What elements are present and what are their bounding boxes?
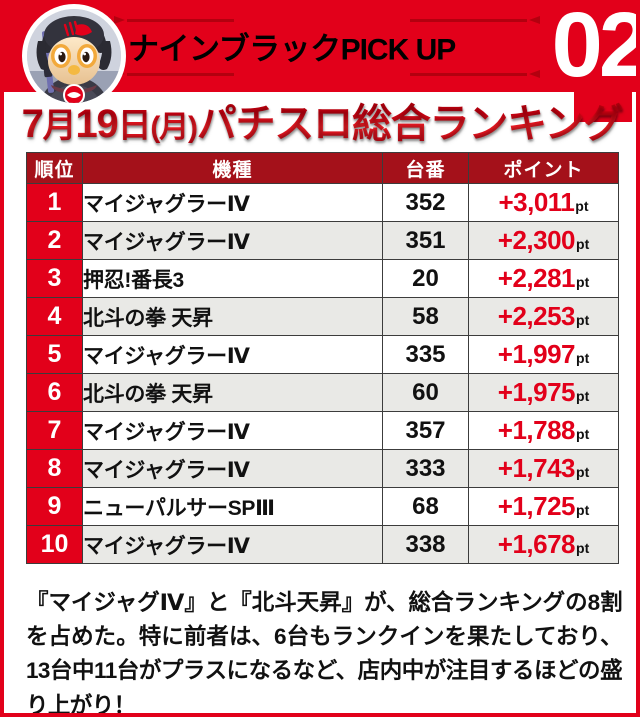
title-month-unit: 月 xyxy=(42,107,77,145)
point-value: +2,253 xyxy=(497,301,576,331)
point-unit: pt xyxy=(576,426,590,442)
cell-rank: 6 xyxy=(26,373,83,412)
table-row: 4 北斗の拳 天昇 58 +2,253pt xyxy=(26,297,619,336)
cell-point: +1,725pt xyxy=(468,487,619,526)
table-header-row: 順位 機種 台番 ポイント xyxy=(26,152,619,184)
point-value: +2,281 xyxy=(497,263,576,293)
cell-machine-number: 352 xyxy=(382,183,469,222)
table-row: 10 マイジャグラーⅣ 338 +1,678pt xyxy=(26,525,619,564)
table-row: 8 マイジャグラーⅣ 333 +1,743pt xyxy=(26,449,619,488)
cell-rank: 7 xyxy=(26,411,83,450)
table-row: 1 マイジャグラーⅣ 352 +3,011pt xyxy=(26,183,619,222)
brand-title-en: PICK UP xyxy=(340,33,457,67)
cell-point: +2,281pt xyxy=(468,259,619,298)
cell-model: 北斗の拳 天昇 xyxy=(82,297,383,336)
cell-machine-number: 58 xyxy=(382,297,469,336)
point-value: +1,743 xyxy=(497,453,576,483)
cell-rank: 4 xyxy=(26,297,83,336)
cell-machine-number: 335 xyxy=(382,335,469,374)
point-unit: pt xyxy=(576,274,590,290)
chevron-decoration-top-left xyxy=(114,16,234,25)
cell-point: +1,975pt xyxy=(468,373,619,412)
chevron-decoration-top-right xyxy=(410,16,540,25)
page-title-text: 7月19日(月)パチスロ総合ランキング xyxy=(21,91,624,149)
cell-machine-number: 68 xyxy=(382,487,469,526)
avatar xyxy=(22,4,126,108)
column-header-machine-no: 台番 xyxy=(382,152,469,184)
point-unit: pt xyxy=(576,312,590,328)
title-day-unit: 日 xyxy=(117,107,152,145)
cell-model: 押忍!番長3 xyxy=(82,259,383,298)
point-unit: pt xyxy=(576,236,590,252)
column-header-point: ポイント xyxy=(468,152,619,184)
page-title: 7月19日(月)パチスロ総合ランキング xyxy=(4,91,636,149)
point-value: +1,788 xyxy=(497,415,576,445)
cell-model: マイジャグラーⅣ xyxy=(82,335,383,374)
cell-rank: 9 xyxy=(26,487,83,526)
cell-machine-number: 333 xyxy=(382,449,469,488)
cell-rank: 3 xyxy=(26,259,83,298)
cell-machine-number: 338 xyxy=(382,525,469,564)
table-row: 7 マイジャグラーⅣ 357 +1,788pt xyxy=(26,411,619,450)
title-rest: パチスロ総合ランキング xyxy=(196,102,624,146)
table-row: 9 ニューパルサーSPⅢ 68 +1,725pt xyxy=(26,487,619,526)
cell-model: マイジャグラーⅣ xyxy=(82,525,383,564)
cell-point: +3,011pt xyxy=(468,183,619,222)
title-weekday: (月) xyxy=(150,111,198,144)
cell-point: +1,743pt xyxy=(468,449,619,488)
chevron-decoration-bottom-left xyxy=(114,70,234,79)
cell-rank: 5 xyxy=(26,335,83,374)
cell-model: ニューパルサーSPⅢ xyxy=(82,487,383,526)
table-row: 2 マイジャグラーⅣ 351 +2,300pt xyxy=(26,221,619,260)
header-notch xyxy=(574,92,632,122)
point-value: +2,300 xyxy=(497,225,576,255)
point-value: +1,725 xyxy=(497,491,576,521)
table-row: 6 北斗の拳 天昇 60 +1,975pt xyxy=(26,373,619,412)
cell-point: +1,997pt xyxy=(468,335,619,374)
point-value: +1,975 xyxy=(497,377,576,407)
chevron-decoration-bottom-right xyxy=(410,70,540,79)
cell-rank: 8 xyxy=(26,449,83,488)
point-unit: pt xyxy=(576,464,590,480)
point-value: +1,678 xyxy=(497,529,576,559)
cell-point: +1,678pt xyxy=(468,525,619,564)
cell-point: +2,253pt xyxy=(468,297,619,336)
cell-model: マイジャグラーⅣ xyxy=(82,411,383,450)
cell-machine-number: 60 xyxy=(382,373,469,412)
brand-title: ナインブラックPICK UP xyxy=(128,24,457,69)
point-unit: pt xyxy=(576,350,590,366)
cell-model: 北斗の拳 天昇 xyxy=(82,373,383,412)
cell-rank: 2 xyxy=(26,221,83,260)
cell-point: +2,300pt xyxy=(468,221,619,260)
cell-machine-number: 20 xyxy=(382,259,469,298)
ninja-owl-mascot-icon xyxy=(27,9,121,103)
title-day: 19 xyxy=(75,102,118,146)
cell-machine-number: 351 xyxy=(382,221,469,260)
brand-title-jp: ナインブラック xyxy=(128,31,341,67)
cell-model: マイジャグラーⅣ xyxy=(82,221,383,260)
point-value: +1,997 xyxy=(497,339,576,369)
cell-point: +1,788pt xyxy=(468,411,619,450)
ranking-table-body: 1 マイジャグラーⅣ 352 +3,011pt 2 マイジャグラーⅣ 351 +2,300pt… xyxy=(26,183,619,564)
point-unit: pt xyxy=(575,198,589,214)
point-unit: pt xyxy=(576,540,590,556)
column-header-rank: 順位 xyxy=(26,152,83,184)
issue-number: 02 xyxy=(551,0,640,97)
cell-rank: 1 xyxy=(26,183,83,222)
title-month: 7 xyxy=(21,102,44,146)
point-unit: pt xyxy=(576,388,590,404)
cell-rank: 10 xyxy=(26,525,83,564)
table-row: 5 マイジャグラーⅣ 335 +1,997pt xyxy=(26,335,619,374)
cell-machine-number: 357 xyxy=(382,411,469,450)
cell-model: マイジャグラーⅣ xyxy=(82,449,383,488)
ranking-table: 順位 機種 台番 ポイント 1 マイジャグラーⅣ 352 +3,011pt 2 マイジャグ… xyxy=(26,152,619,564)
cell-model: マイジャグラーⅣ xyxy=(82,183,383,222)
point-unit: pt xyxy=(576,502,590,518)
table-row: 3 押忍!番長3 20 +2,281pt xyxy=(26,259,619,298)
column-header-model: 機種 xyxy=(82,152,383,184)
summary-comment: 『マイジャグⅣ』と『北斗天昇』が、総合ランキングの8割を占めた。特に前者は、6台… xyxy=(26,590,623,717)
point-value: +3,011 xyxy=(498,187,575,217)
